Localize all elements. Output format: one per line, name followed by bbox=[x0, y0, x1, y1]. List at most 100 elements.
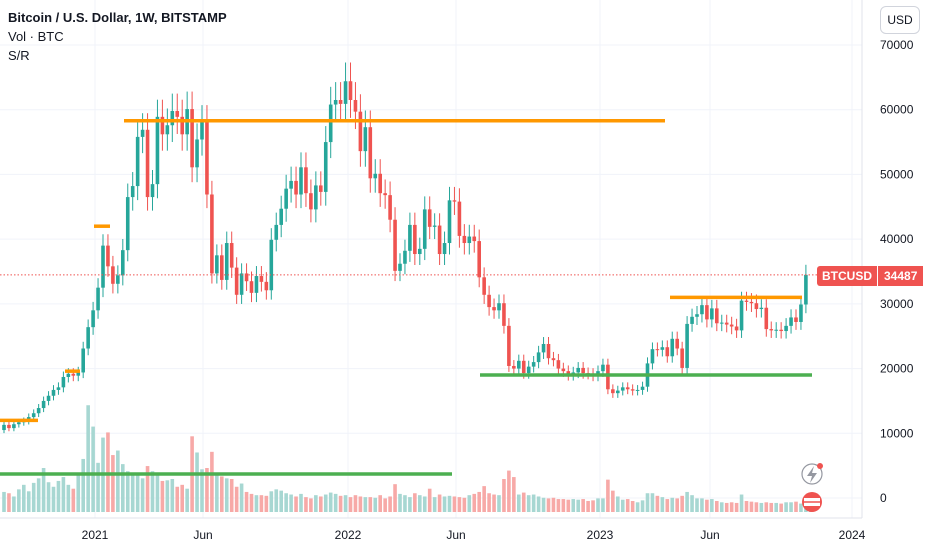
candle bbox=[254, 276, 259, 293]
volume-bar bbox=[418, 495, 422, 512]
candle bbox=[393, 219, 397, 271]
candle bbox=[452, 200, 457, 202]
candle bbox=[422, 209, 427, 249]
volume-bar bbox=[640, 500, 645, 512]
candle bbox=[754, 303, 759, 310]
volume-bar bbox=[601, 498, 605, 512]
volume-bar bbox=[645, 493, 650, 512]
volume-bar bbox=[616, 496, 620, 512]
volume-bar bbox=[224, 478, 229, 512]
volume-bar bbox=[789, 502, 793, 512]
candle bbox=[625, 387, 630, 390]
x-tick-label: Jun bbox=[700, 528, 719, 542]
volume-bar bbox=[185, 488, 189, 512]
volume-bar bbox=[779, 503, 783, 512]
volume-bar bbox=[215, 473, 219, 512]
volume-bar bbox=[571, 499, 576, 512]
volume-bar bbox=[36, 478, 41, 512]
volume-bar bbox=[26, 491, 31, 512]
candle bbox=[561, 368, 566, 372]
currency-button[interactable]: USD bbox=[880, 6, 920, 34]
volume-bar bbox=[91, 426, 95, 512]
candle bbox=[546, 343, 551, 359]
candle bbox=[333, 100, 338, 105]
volume-bar bbox=[244, 491, 249, 512]
candle bbox=[670, 338, 675, 357]
candle bbox=[130, 186, 135, 198]
volume-bar bbox=[611, 490, 615, 512]
candle bbox=[314, 185, 318, 210]
volume-bar bbox=[7, 493, 11, 512]
candle bbox=[462, 235, 467, 244]
candle bbox=[408, 224, 412, 251]
candle bbox=[749, 301, 754, 304]
volume-bar bbox=[799, 503, 803, 512]
y-tick-label: 10000 bbox=[880, 426, 914, 440]
candle bbox=[125, 197, 130, 251]
volume-bar bbox=[734, 502, 739, 512]
candle bbox=[611, 389, 615, 394]
volume-bar bbox=[309, 498, 313, 512]
volume-bar bbox=[551, 497, 556, 512]
candle bbox=[655, 349, 660, 351]
candle bbox=[640, 386, 645, 390]
volume-bar bbox=[284, 493, 288, 512]
x-tick-label: Jun bbox=[193, 528, 212, 542]
volume-bar bbox=[135, 474, 140, 512]
candle bbox=[784, 325, 788, 332]
volume-bar bbox=[492, 494, 496, 512]
volume-bar bbox=[487, 493, 491, 512]
candle bbox=[442, 243, 447, 255]
candle bbox=[427, 209, 432, 227]
volume-bar bbox=[596, 498, 600, 512]
candle bbox=[264, 281, 269, 291]
volume-bar bbox=[517, 494, 521, 512]
volume-bar bbox=[279, 490, 283, 512]
volume-bar bbox=[333, 493, 338, 512]
volume-bar bbox=[670, 497, 675, 512]
candle bbox=[140, 129, 145, 137]
candle bbox=[229, 243, 234, 268]
volume-bar bbox=[502, 479, 506, 512]
candle bbox=[160, 116, 165, 135]
volume-bar bbox=[452, 496, 457, 512]
candle bbox=[210, 194, 214, 274]
volume-bar bbox=[635, 502, 640, 512]
y-tick-label: 20000 bbox=[880, 362, 914, 376]
volume-bar bbox=[130, 473, 135, 512]
volume-bar bbox=[51, 486, 56, 512]
candle bbox=[71, 373, 76, 376]
volume-bar bbox=[56, 480, 61, 512]
candle bbox=[353, 100, 358, 112]
candle bbox=[403, 250, 407, 264]
candle bbox=[759, 307, 764, 310]
volume-bar bbox=[695, 498, 699, 512]
candle bbox=[150, 184, 155, 198]
volume-bar bbox=[764, 502, 769, 512]
y-tick-label: 30000 bbox=[880, 297, 914, 311]
legend-title: Bitcoin / U.S. Dollar, 1W, BITSTAMP bbox=[8, 10, 227, 25]
volume-bar bbox=[655, 495, 660, 512]
candle bbox=[566, 371, 571, 376]
volume-bar bbox=[660, 497, 665, 512]
volume-bar bbox=[512, 477, 516, 512]
candle bbox=[195, 139, 199, 168]
candle bbox=[279, 208, 283, 225]
candle bbox=[660, 347, 665, 350]
volume-bar bbox=[200, 469, 204, 512]
candle bbox=[710, 308, 714, 320]
candle bbox=[576, 367, 580, 373]
volume-bar bbox=[710, 499, 714, 512]
volume-bar bbox=[373, 497, 378, 512]
volume-bar bbox=[472, 493, 477, 512]
volume-bar bbox=[31, 482, 36, 512]
candle bbox=[343, 81, 348, 104]
candle bbox=[96, 287, 100, 311]
volume-bar bbox=[314, 495, 318, 512]
volume-bar bbox=[690, 495, 694, 512]
candle bbox=[269, 239, 274, 291]
candle bbox=[536, 352, 541, 363]
candle bbox=[695, 314, 699, 317]
